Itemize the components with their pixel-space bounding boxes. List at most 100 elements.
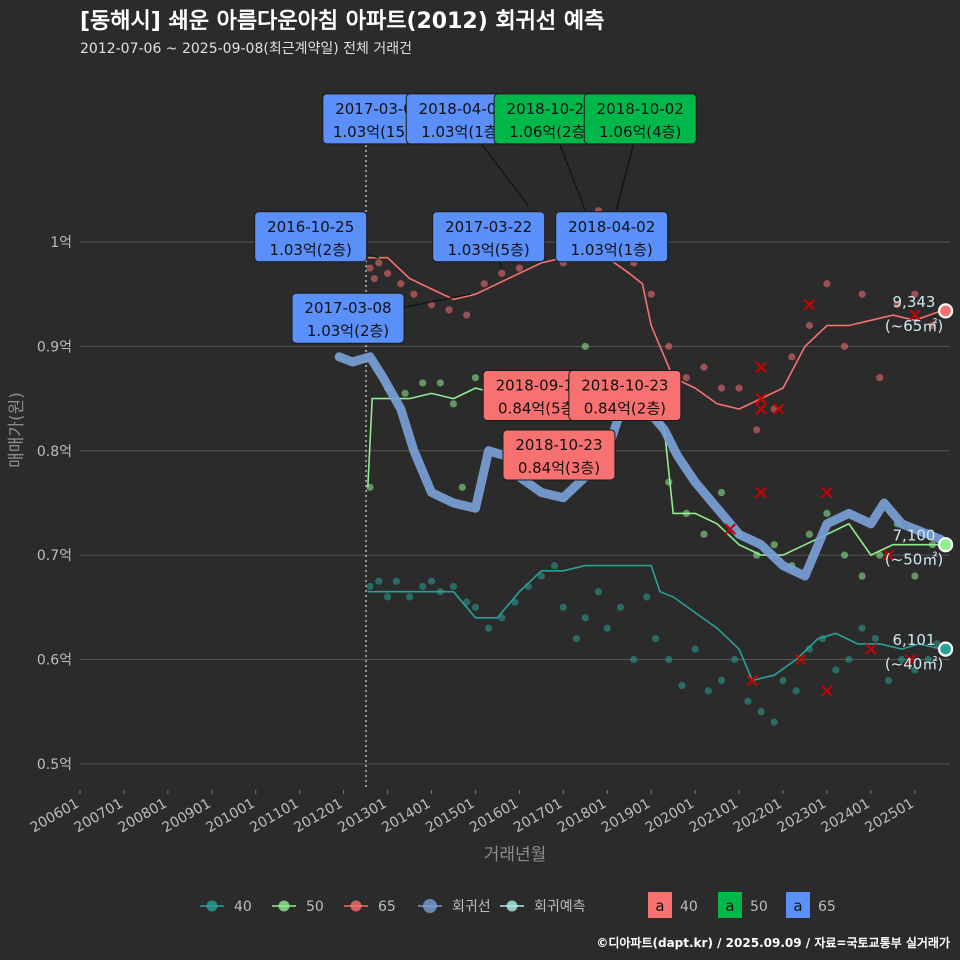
cancelled-marker (882, 549, 895, 561)
point-40 (704, 687, 712, 695)
point-40 (832, 666, 840, 674)
legend-box-glyph: a (655, 897, 664, 915)
point-65 (682, 374, 690, 382)
point-65 (366, 264, 374, 272)
point-40 (911, 666, 919, 674)
forecast-area-40: (~40㎡) (885, 655, 943, 673)
annotation-price: 1.03억(1층) (571, 241, 653, 259)
forecast-marker-50 (938, 537, 954, 553)
point-40 (392, 577, 400, 585)
forecast-area-50: (~50㎡) (885, 551, 943, 569)
legend-box-glyph: a (793, 897, 802, 915)
annotation-price: 1.06억(4층) (599, 123, 681, 141)
chart-title: [동해시] 쇄운 아름다운아침 아파트(2012) 회귀선 예측 (80, 9, 604, 34)
point-65 (375, 259, 383, 267)
cancelled-marker (755, 361, 767, 373)
point-40 (485, 624, 493, 632)
annotation-date: 2017-03-08 (304, 299, 391, 317)
credit: ©디아파트(dapt.kr) / 2025.09.09 / 자료=국토교통부 실… (596, 935, 950, 950)
legend: 40 50 65 회귀선 회귀예측 a 40 a 50 a 65 (200, 892, 836, 918)
annotations: 2017-03-08 1.03억(15층) 2018-04-02 1.03억(1층) 2… (254, 93, 697, 481)
point-65 (498, 269, 506, 277)
forecast-marker-40 (938, 641, 954, 657)
point-40 (805, 645, 813, 653)
point-40 (594, 588, 603, 596)
point-65 (397, 280, 405, 288)
point-40 (471, 603, 480, 611)
forecast-area-65: (~65㎡) (885, 317, 943, 335)
annotation-price: 1.03억(15층) (333, 123, 425, 141)
point-65 (445, 306, 453, 314)
y-tick-label: 0.5억 (37, 757, 72, 773)
trend-line-65 (367, 240, 942, 410)
forecast-value-40: 6,101 (893, 631, 936, 649)
annotation-date: 2018-09-19 (496, 376, 583, 394)
annotation-box (568, 369, 682, 421)
legend-box-glyph: a (725, 897, 734, 915)
point-50 (458, 483, 466, 491)
cancelled-marker (821, 685, 833, 697)
annotation-price: 1.03억(2층) (307, 322, 389, 340)
point-40 (717, 676, 726, 685)
point-40 (643, 593, 651, 601)
y-tick-label: 0.9억 (37, 339, 72, 355)
annotation-price: 1.03억(2층) (270, 241, 352, 259)
point-50 (823, 509, 831, 517)
y-tick-label: 0.8억 (37, 444, 72, 460)
point-40 (498, 614, 506, 622)
point-65 (700, 363, 708, 371)
annotation-date: 2018-10-02 (597, 100, 684, 118)
point-50 (911, 572, 919, 580)
cancelled-marker (794, 653, 807, 666)
point-65 (410, 290, 418, 298)
y-axis-title: 매매가(원) (7, 392, 27, 468)
y-tick-labels: 0.5억 0.6억 0.7억 0.8억 0.9억 1억 (37, 235, 72, 773)
point-40 (375, 577, 383, 585)
cancelled-marker (772, 403, 785, 415)
point-40 (537, 572, 545, 580)
legend-box-label: 65 (818, 899, 836, 915)
point-40 (559, 603, 567, 611)
legend-box (648, 892, 672, 918)
legend-box (786, 892, 810, 918)
cancelled-marker (746, 674, 758, 687)
legend-label: 회귀예측 (534, 899, 586, 915)
point-50 (805, 530, 813, 538)
point-50 (436, 379, 444, 387)
y-tick-label: 1억 (50, 235, 72, 251)
point-65 (805, 321, 813, 330)
point-40 (366, 582, 374, 591)
point-40 (652, 635, 660, 643)
annotation-price: 0.84억(5층) (498, 399, 580, 417)
forecast-value-50: 7,100 (893, 527, 936, 545)
point-50 (770, 541, 778, 549)
point-40 (678, 682, 686, 690)
point-40 (405, 593, 414, 601)
point-40 (924, 655, 932, 664)
point-65 (876, 374, 884, 382)
point-65 (480, 280, 488, 288)
legend-box-label: 40 (680, 899, 698, 915)
point-40 (603, 624, 611, 632)
annotation-box (502, 429, 616, 481)
point-40 (419, 582, 427, 591)
annotation-box (555, 211, 669, 263)
legend-key-dot (206, 900, 218, 912)
cancelled-marker (755, 392, 767, 405)
point-65 (753, 426, 761, 434)
point-50 (401, 389, 409, 397)
point-65 (515, 264, 523, 272)
legend-label: 40 (234, 899, 252, 915)
point-40 (550, 561, 559, 570)
legend-key-dot (350, 900, 362, 912)
cancelled-marker (904, 653, 917, 666)
point-65 (788, 353, 796, 361)
annotation-date: 2018-10-23 (515, 436, 602, 454)
forecast-marker-65 (938, 303, 954, 319)
point-65 (823, 280, 831, 288)
point-50 (581, 342, 589, 350)
annotation-date: 2018-04-02 (419, 100, 506, 118)
legend-box-label: 50 (750, 899, 768, 915)
point-40 (884, 676, 893, 685)
point-65 (463, 311, 471, 319)
